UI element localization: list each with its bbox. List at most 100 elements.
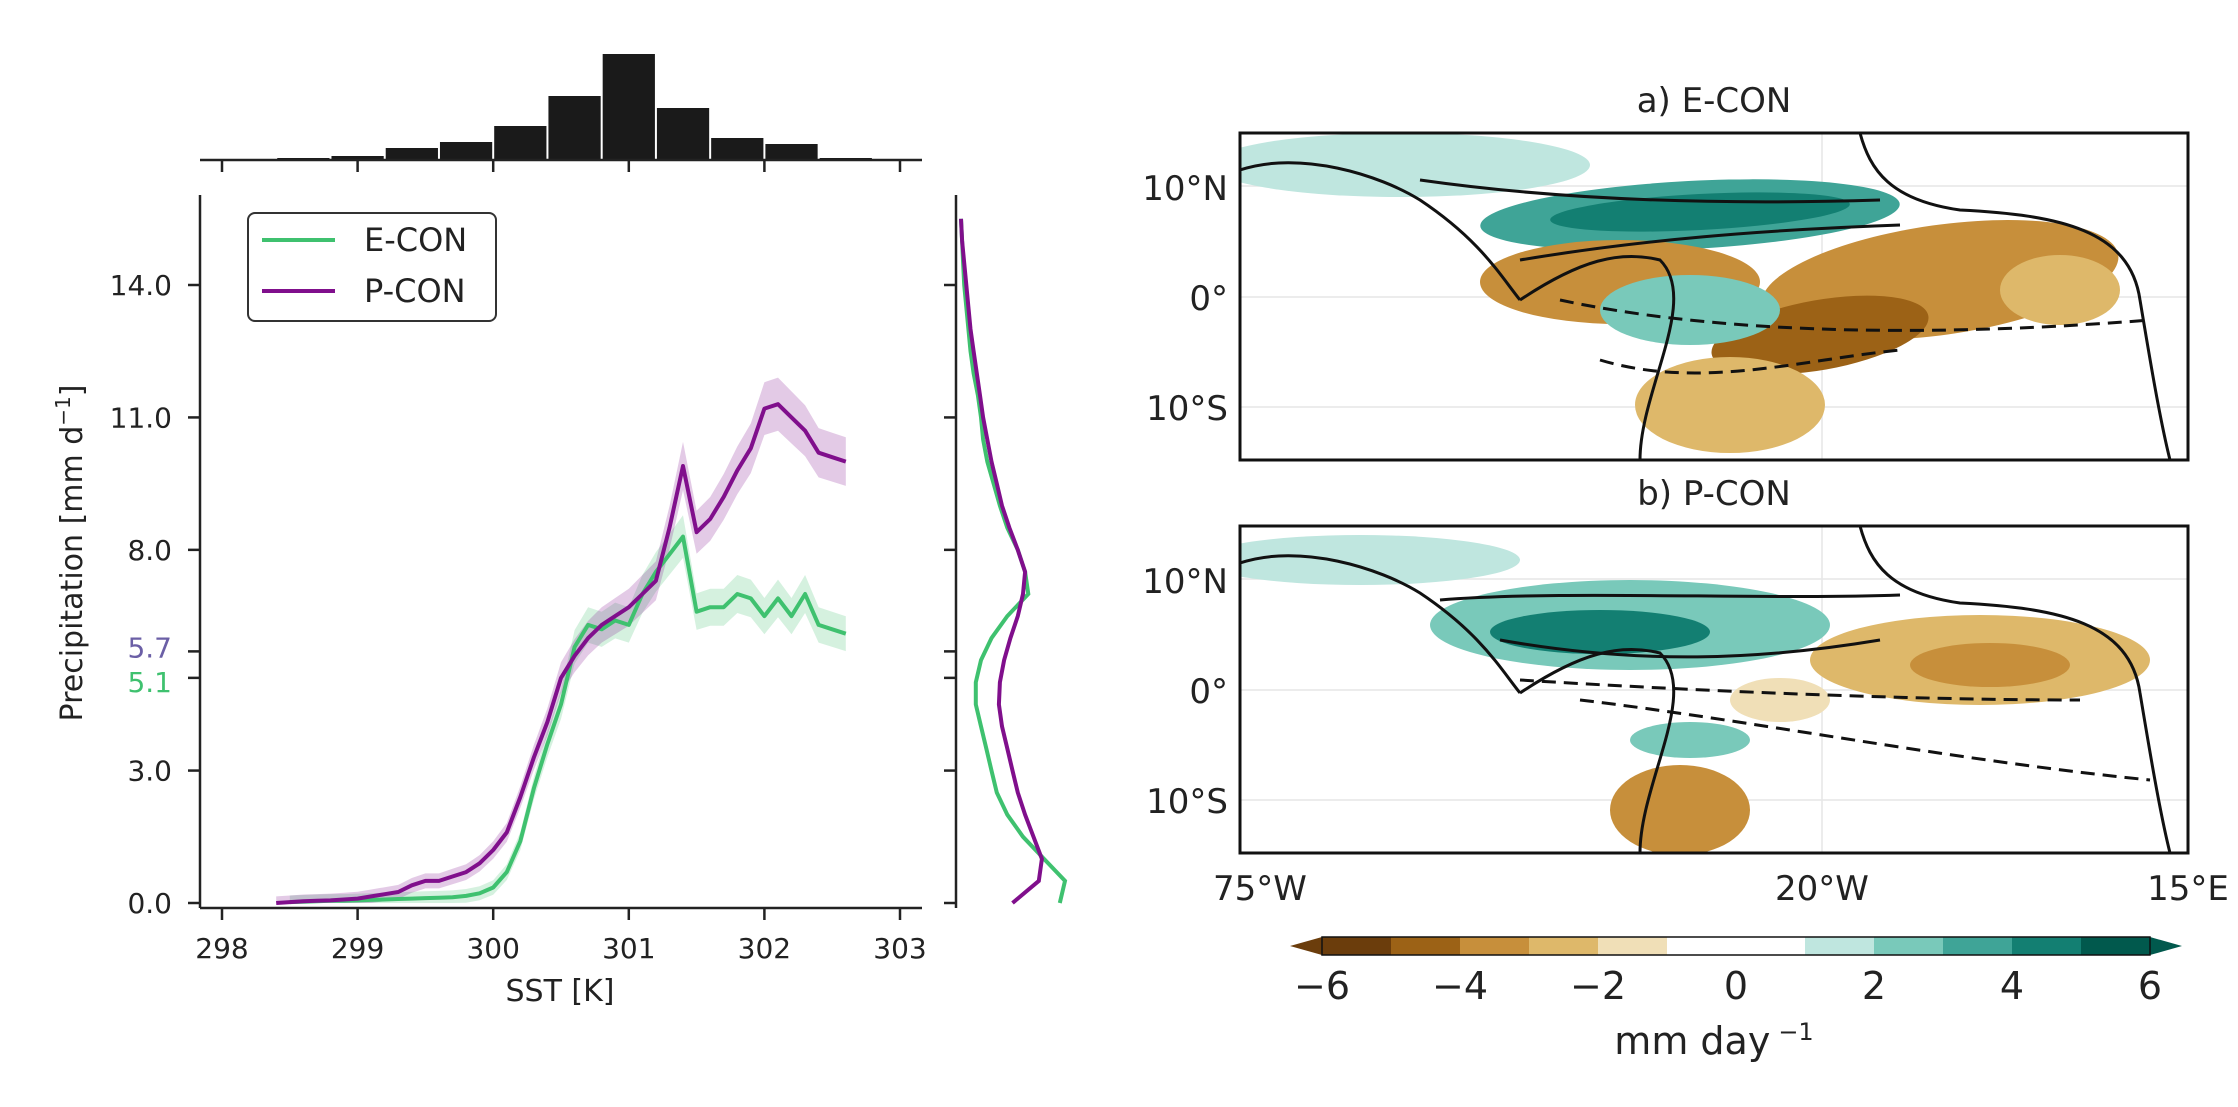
lat-label-10s-b: 10°S [1146, 782, 1228, 822]
histogram-bar [439, 142, 493, 160]
marginal-ticks [944, 283, 956, 905]
histogram-bar [602, 54, 655, 160]
mean-annotations: 5.75.1 [127, 631, 200, 699]
colorbar-label: mm day −1 [1614, 1018, 1813, 1063]
band-e-con [289, 515, 846, 903]
legend: E-CON P-CON [247, 212, 497, 322]
histogram-bar [331, 156, 384, 160]
map-panel-b [1240, 526, 2188, 853]
colorbar-tick-label: 6 [2138, 964, 2162, 1008]
y-tick-label: 14.0 [110, 269, 172, 302]
colorbar-segment [1460, 937, 1530, 955]
x-tick-label: 298 [195, 932, 248, 965]
y-tick-label: 0.0 [127, 887, 172, 920]
colorbar-segment [1529, 937, 1599, 955]
histogram-bar [711, 138, 764, 160]
lon-label-20w: 20°W [1775, 869, 1869, 909]
marginal-density [959, 218, 1068, 905]
panel-b-frame [1238, 524, 2190, 855]
x-tick-label: 303 [873, 932, 926, 965]
colorbar [1290, 936, 2182, 956]
precip-anomaly-region [1490, 610, 1710, 654]
contour-dashed [1519, 678, 2151, 782]
series-line-p-con [276, 402, 847, 905]
precip-anomaly-region [2000, 255, 2120, 325]
x-axis-label: SST [K] [505, 974, 614, 1009]
x-tick-label: 301 [602, 932, 655, 965]
colorbar-segment [2012, 937, 2082, 955]
colorbar-segment [1391, 937, 1461, 955]
x-tick-label: 302 [738, 932, 791, 965]
marginal-line-p-con [959, 218, 1044, 905]
colorbar-segment [1805, 937, 1875, 955]
colorbar-segment [1943, 937, 2013, 955]
precip-anomaly-region [1630, 722, 1750, 758]
map-panel-a [1240, 133, 2188, 460]
series-lines [276, 402, 847, 905]
contour-dashed [1559, 298, 2151, 375]
colorbar-segment [1667, 937, 1737, 955]
sst-histogram [223, 54, 872, 160]
lat-label-0-a: 0° [1189, 279, 1228, 319]
histogram-bar [656, 108, 710, 160]
x-tick-label: 299 [331, 932, 384, 965]
lon-label-15e: 15°E [2147, 869, 2229, 909]
colorbar-tick-label: 4 [2000, 964, 2024, 1008]
panel-a-frame [1238, 131, 2190, 462]
y-ticks: 0.0 3.0 8.0 11.0 14.0 [110, 269, 200, 920]
histogram-bar [765, 144, 818, 160]
colorbar-tick-label: 0 [1724, 964, 1748, 1008]
colorbar-extend-low [1290, 937, 1322, 955]
colorbar-segment [1322, 937, 1392, 955]
colorbar-tick-label: −4 [1432, 964, 1488, 1008]
map-panels: a) E-CON b) P-CON 10°N 0° 10°S 10°N 0° 1… [1142, 81, 2229, 1063]
lat-label-10s-a: 10°S [1146, 389, 1228, 429]
mean-label: 5.1 [127, 666, 172, 699]
colorbar-tick-label: 2 [1862, 964, 1886, 1008]
contour-solid [1439, 593, 1901, 659]
lat-label-10n-b: 10°N [1142, 562, 1228, 602]
colorbar-segment [2081, 937, 2151, 955]
precip-anomaly-region [1635, 357, 1825, 453]
coastline [1240, 133, 2172, 460]
legend-label-pcon: P-CON [364, 272, 466, 310]
colorbar-segment [1874, 937, 1944, 955]
legend-label-econ: E-CON [364, 221, 467, 259]
y-axis-label: Precipitation [mm d−1] [51, 385, 90, 722]
panel-b-title: b) P-CON [1637, 474, 1791, 514]
histogram-bar [494, 126, 547, 160]
colorbar-frame [1321, 936, 2151, 956]
lon-label-75w: 75°W [1213, 869, 1307, 909]
lat-label-10n-a: 10°N [1142, 169, 1228, 209]
confidence-bands [276, 377, 846, 904]
series-line-e-con [289, 534, 847, 905]
histogram-bar [548, 96, 601, 160]
y-tick-label: 11.0 [110, 401, 172, 434]
histogram-bar [385, 148, 438, 160]
colorbar-ticks: −6 −4 −2 0 2 4 6 [1294, 964, 2162, 1008]
lat-label-0-b: 0° [1189, 672, 1228, 712]
colorbar-tick-label: −6 [1294, 964, 1350, 1008]
colorbar-segment [1598, 937, 1668, 955]
precip-anomaly-region [1610, 765, 1750, 853]
precip-vs-sst-chart: 298 299 300 301 302 303 0.0 3.0 8.0 11.0 14.0 5.7… [51, 54, 1068, 1009]
colorbar-segment [1736, 937, 1806, 955]
panel-a-title: a) E-CON [1637, 81, 1792, 121]
colorbar-extend-high [2150, 937, 2182, 955]
band-p-con [276, 377, 846, 904]
precip-anomaly-region [1730, 678, 1830, 722]
histogram-ticks [220, 160, 902, 172]
precip-anomaly-region [1240, 133, 1590, 197]
y-tick-label: 8.0 [127, 534, 172, 567]
contour-solid [1419, 178, 1901, 262]
precip-anomaly-region [1600, 275, 1780, 345]
mean-label: 5.7 [127, 631, 172, 664]
precip-anomaly-region [1910, 643, 2070, 687]
precip-anomaly-region [1240, 535, 1520, 585]
x-ticks: 298 299 300 301 302 303 [195, 908, 927, 965]
x-tick-label: 300 [466, 932, 519, 965]
y-tick-label: 3.0 [127, 755, 172, 788]
colorbar-tick-label: −2 [1570, 964, 1626, 1008]
marginal-line-e-con [959, 218, 1068, 904]
